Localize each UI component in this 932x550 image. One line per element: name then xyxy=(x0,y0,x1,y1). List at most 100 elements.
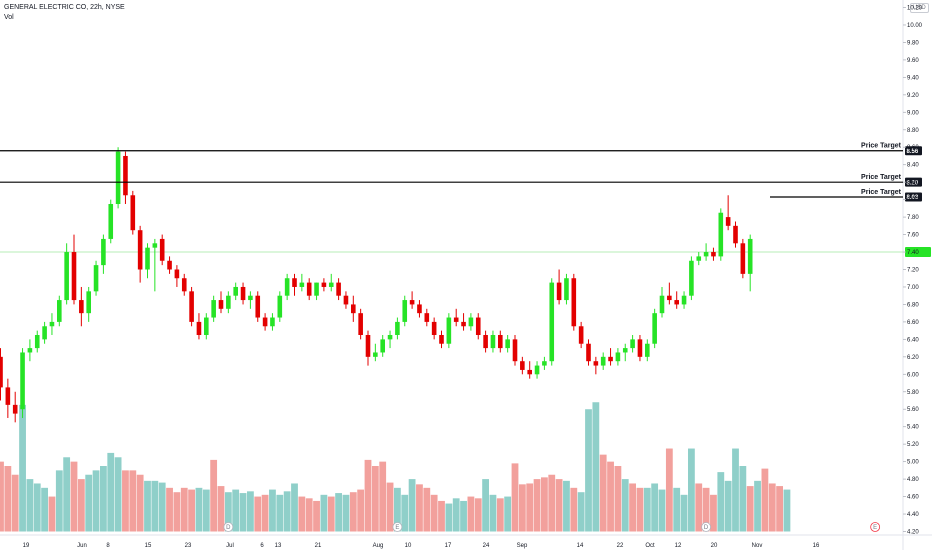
candle-body xyxy=(681,295,687,305)
volume-bar xyxy=(533,479,541,532)
y-tick-label: 8.80 xyxy=(907,128,919,134)
volume-bar xyxy=(202,489,210,532)
volume-bar xyxy=(48,496,56,532)
volume-bar xyxy=(467,496,475,532)
y-tick-label: 8.60 xyxy=(907,145,919,151)
currency-button[interactable]: USD xyxy=(910,3,929,13)
volume-bar xyxy=(651,483,659,532)
event-marker xyxy=(392,522,403,532)
event-marker-label: D xyxy=(226,525,231,531)
candle-body xyxy=(5,387,11,405)
candle-body xyxy=(248,295,253,301)
candle-body xyxy=(483,335,488,349)
volume-bar xyxy=(452,498,460,532)
volume-label[interactable]: Vol xyxy=(4,14,14,21)
time-axis[interactable]: 19 Jun 8 15 23 Jul 6 13 21 Aug 10 17 24 Sep 14 22 Oct 12 2… xyxy=(23,543,820,549)
candle-body xyxy=(630,339,635,349)
candle-body xyxy=(718,212,724,257)
volume-bar xyxy=(408,479,416,532)
candle-body xyxy=(152,243,158,248)
candle-body xyxy=(380,339,385,353)
candle-body xyxy=(417,304,422,314)
candle-body xyxy=(270,317,275,327)
y-tick-label: 6.00 xyxy=(907,372,919,378)
volume-bar xyxy=(210,459,218,532)
candle-body xyxy=(12,404,18,414)
y-tick-label: 9.00 xyxy=(907,110,919,116)
volume-bar xyxy=(430,494,438,532)
candle-body xyxy=(86,291,91,314)
y-tick-label: 4.40 xyxy=(907,512,919,518)
candle-body xyxy=(306,282,312,296)
y-tick-label: 4.20 xyxy=(907,530,919,536)
y-tick-label: 9.60 xyxy=(907,58,919,64)
candle-body xyxy=(123,155,128,196)
candle-body xyxy=(204,317,209,335)
candle-body xyxy=(622,348,628,353)
volume-bar xyxy=(4,466,12,532)
y-tick-label: 4.80 xyxy=(907,477,919,483)
y-tick-label: 6.60 xyxy=(907,320,919,326)
volume-bar xyxy=(327,496,335,532)
candle-body xyxy=(578,326,584,344)
volume-bar xyxy=(482,479,489,532)
candle-body xyxy=(498,335,503,349)
candle-body xyxy=(542,361,547,366)
volume-bar xyxy=(607,461,614,532)
volume-bar xyxy=(783,489,791,532)
volume-bar xyxy=(621,479,629,532)
candle-body xyxy=(586,343,591,362)
volume-bar xyxy=(423,487,431,532)
event-marker-label: E xyxy=(873,525,877,531)
current-price-tag xyxy=(905,247,931,258)
x-tick-label: Nov xyxy=(752,543,763,549)
volume-bar xyxy=(195,487,203,532)
y-tick-label: 7.20 xyxy=(907,268,919,274)
candle-body xyxy=(431,321,437,335)
candle-body xyxy=(615,352,621,362)
y-tick-label: 5.40 xyxy=(907,425,919,431)
candle-body xyxy=(645,343,650,357)
x-tick-label: 24 xyxy=(483,543,490,549)
candle-body xyxy=(402,300,408,322)
volume-bar xyxy=(732,448,739,532)
price-target-levels[interactable]: Price Target 8.56 Price Target 8.20 Price Ta… xyxy=(0,143,922,202)
volume-bar xyxy=(585,409,592,532)
volume-bar xyxy=(658,489,666,532)
volume-bar xyxy=(239,493,247,532)
volume-bar xyxy=(180,487,188,532)
volume-bars xyxy=(0,402,791,532)
price-axis[interactable]: 4.20 4.40 4.60 4.80 5.00 5.20 5.40 5.60 5.80 6.00… xyxy=(903,6,923,536)
candle-body xyxy=(534,365,540,375)
volume-bar xyxy=(298,496,306,532)
volume-bar xyxy=(592,402,600,532)
volume-bar xyxy=(254,496,262,532)
candle-body xyxy=(240,286,246,301)
x-tick-label: 22 xyxy=(617,543,624,549)
y-tick-label: 9.20 xyxy=(907,93,919,99)
candle-body xyxy=(358,313,363,335)
x-tick-label: 15 xyxy=(145,543,152,549)
candle-body xyxy=(284,278,290,296)
volume-bar xyxy=(401,494,409,532)
candle-body xyxy=(689,260,694,296)
candle-body xyxy=(453,317,459,322)
candle-body xyxy=(79,300,84,314)
volume-bar xyxy=(357,489,365,532)
y-tick-label: 5.60 xyxy=(907,407,919,413)
candle-body xyxy=(747,238,753,274)
candle-body xyxy=(108,204,114,239)
event-marker xyxy=(870,522,881,532)
volume-bar xyxy=(247,491,254,532)
candle-body xyxy=(512,339,518,362)
volume-bar xyxy=(754,480,761,532)
volume-bar xyxy=(541,477,548,532)
y-tick-label: 6.40 xyxy=(907,337,919,343)
candle-body xyxy=(233,286,238,296)
candle-body xyxy=(659,295,665,314)
candle-body xyxy=(703,252,709,257)
candle-body xyxy=(321,282,327,287)
volume-bar xyxy=(144,480,151,532)
